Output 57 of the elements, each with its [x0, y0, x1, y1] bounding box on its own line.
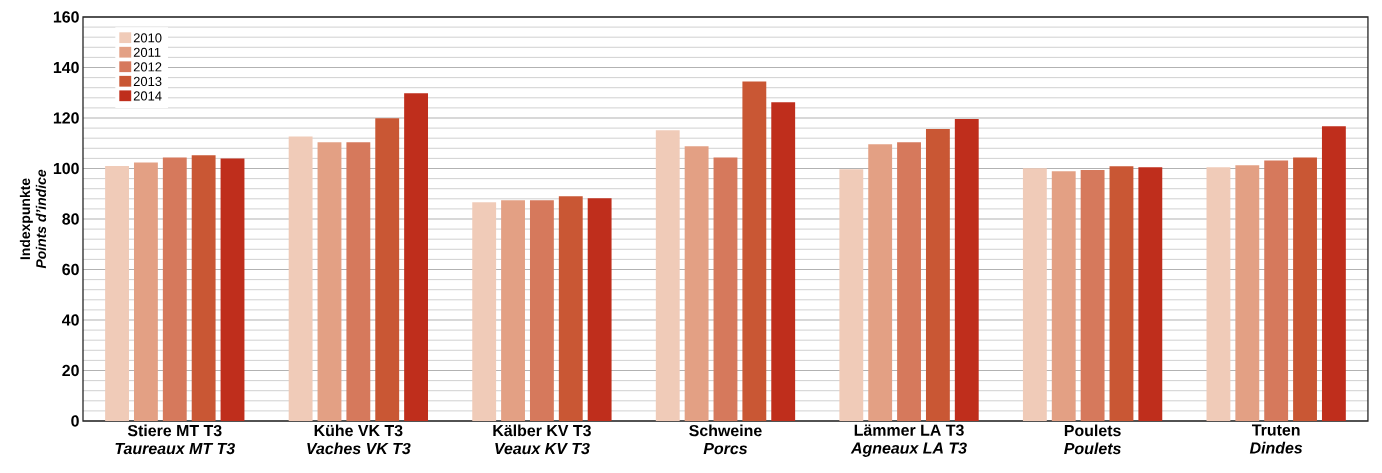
bar — [288, 136, 313, 421]
bar — [587, 198, 612, 421]
y-tick-label: 60 — [62, 263, 79, 276]
bar — [317, 142, 342, 421]
bar — [713, 157, 738, 421]
bar — [954, 119, 979, 421]
y-tick-label: 100 — [53, 162, 79, 175]
bar — [1293, 157, 1317, 421]
bar — [1051, 171, 1076, 421]
x-tick-label: Truten Dindes — [1249, 424, 1303, 454]
bar — [501, 200, 525, 421]
bar — [162, 157, 187, 421]
bar — [558, 196, 583, 421]
bar — [1264, 160, 1289, 421]
bar — [868, 144, 893, 421]
bar — [1321, 126, 1346, 421]
y-tick-label: 80 — [62, 213, 79, 225]
bar — [472, 202, 497, 421]
bar — [404, 93, 428, 421]
bar — [529, 200, 554, 421]
bar — [1022, 168, 1047, 421]
x-tick-label: Lämmer LA T3 Agneaux LA T3 — [850, 424, 967, 457]
bar — [1138, 167, 1163, 421]
x-tick-label: Schweine Porcs — [689, 424, 762, 455]
x-tick-label: Stiere MT T3 Taureaux MT T3 — [115, 424, 235, 455]
bar — [105, 165, 129, 421]
bar — [925, 129, 950, 421]
y-tick-label: 140 — [53, 61, 79, 74]
bar — [839, 169, 864, 421]
y-tick-label: 0 — [71, 415, 79, 427]
legend-label: 2012 — [133, 62, 162, 72]
x-tick-label: Kälber KV T3 Veaux KV T3 — [493, 424, 591, 455]
legend-label: 2011 — [133, 47, 161, 57]
bar — [655, 130, 680, 421]
bar — [375, 118, 400, 421]
bar — [742, 81, 767, 421]
y-axis-title: Indexpunkte Points d’indice — [19, 169, 47, 269]
bar — [897, 142, 921, 421]
bar — [771, 102, 796, 421]
x-tick-label: Poulets Poulets — [1064, 424, 1121, 455]
legend-label: 2010 — [133, 33, 162, 43]
bar — [133, 162, 158, 421]
legend-label: 2013 — [133, 76, 162, 87]
legend-label: 2014 — [133, 91, 162, 101]
bar — [346, 142, 371, 421]
bar — [1206, 167, 1231, 421]
bar — [1080, 170, 1105, 421]
y-tick-label: 20 — [62, 364, 79, 377]
bar — [1235, 165, 1260, 421]
bar — [220, 158, 245, 421]
bar — [1109, 166, 1134, 421]
y-tick-label: 160 — [53, 11, 79, 23]
bar — [684, 146, 709, 421]
y-tick-label: 40 — [61, 314, 79, 326]
bar — [191, 155, 216, 421]
y-tick-label: 120 — [53, 112, 79, 124]
x-tick-label: Kühe VK T3 Vaches VK T3 — [307, 424, 411, 455]
